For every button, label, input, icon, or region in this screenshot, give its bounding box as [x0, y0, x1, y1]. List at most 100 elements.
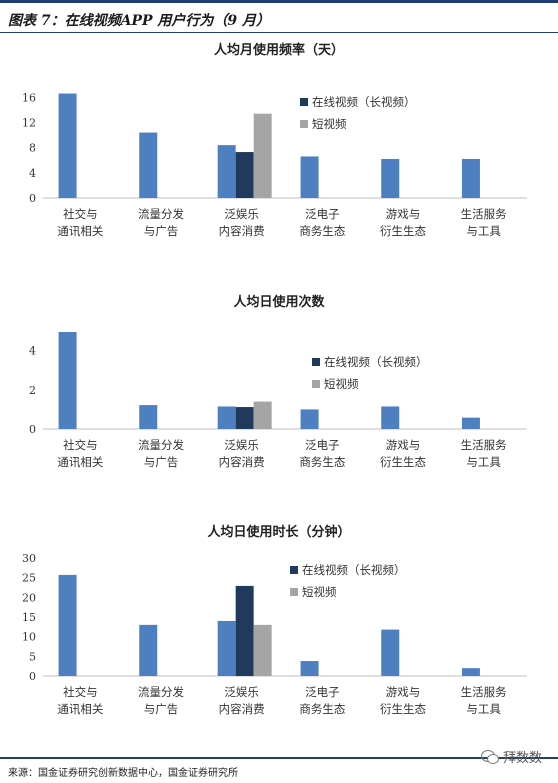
category-label: 通讯相关 [57, 702, 103, 716]
bar-category-5 [461, 417, 480, 429]
y-tick-label: 4 [29, 167, 36, 180]
footer-divider [0, 757, 558, 759]
y-tick-label: 4 [29, 345, 36, 358]
bar-category-0 [58, 93, 77, 198]
legend-swatch-long [290, 566, 298, 574]
watermark: 拜数数 [480, 747, 542, 766]
category-label: 流量分发 [138, 438, 184, 452]
y-tick-label: 5 [29, 650, 36, 663]
bar-long-video [235, 152, 254, 198]
category-label: 与广告 [144, 224, 179, 238]
bar-category-2 [217, 406, 236, 429]
category-label: 泛娱乐 [224, 685, 259, 699]
y-tick-label: 0 [29, 670, 36, 683]
watermark-text: 拜数数 [502, 751, 542, 766]
legend-swatch-short [300, 120, 308, 128]
bar-short-video [253, 624, 272, 676]
category-label: 通讯相关 [57, 455, 103, 469]
legend-swatch-short [290, 588, 298, 596]
y-tick-label: 8 [29, 142, 36, 155]
legend-label-long: 在线视频（长视频） [302, 563, 406, 577]
category-label: 社交与 [63, 685, 98, 699]
category-label: 商务生态 [299, 455, 345, 469]
bar-category-5 [461, 158, 480, 198]
bar-category-1 [139, 405, 158, 429]
category-label: 与工具 [466, 224, 501, 238]
legend-swatch-short [312, 380, 320, 388]
category-label: 游戏与 [386, 438, 421, 452]
bar-category-1 [139, 624, 158, 676]
category-label: 泛电子 [305, 685, 340, 699]
bar-category-4 [381, 629, 400, 676]
y-tick-label: 25 [22, 572, 36, 585]
category-label: 与工具 [466, 702, 501, 716]
source-note: 来源：国金证券研究创新数据中心，国金证券研究所 [8, 768, 238, 779]
bar-short-video [253, 401, 272, 429]
category-label: 衍生生态 [380, 455, 426, 469]
legend-label-long: 在线视频（长视频） [312, 95, 416, 109]
category-label: 泛电子 [305, 438, 340, 452]
bar-long-video [235, 585, 254, 676]
y-tick-label: 30 [22, 552, 36, 565]
category-label: 社交与 [63, 207, 98, 221]
bar-category-4 [381, 158, 400, 198]
category-label: 与广告 [144, 702, 179, 716]
bar-category-3 [300, 156, 319, 198]
bar-category-1 [139, 132, 158, 198]
category-label: 与工具 [466, 455, 501, 469]
bar-long-video [235, 407, 254, 429]
bar-category-5 [461, 668, 480, 676]
wechat-icon [480, 749, 499, 764]
category-label: 衍生生态 [380, 702, 426, 716]
legend-label-short: 短视频 [324, 377, 359, 391]
legend-label-short: 短视频 [302, 585, 337, 599]
figure-header: 图表 7：在线视频APP 用户行为（9 月） [0, 0, 558, 33]
category-label: 生活服务 [461, 207, 507, 221]
category-label: 生活服务 [461, 438, 507, 452]
y-tick-label: 15 [22, 611, 36, 624]
bar-category-0 [58, 331, 77, 429]
category-label: 生活服务 [461, 685, 507, 699]
y-tick-label: 20 [22, 591, 36, 604]
bar-category-3 [300, 661, 319, 676]
category-label: 与广告 [144, 455, 179, 469]
category-label: 泛电子 [305, 207, 340, 221]
legend-swatch-long [312, 358, 320, 366]
category-label: 社交与 [63, 438, 98, 452]
y-tick-label: 0 [29, 423, 36, 436]
category-label: 内容消费 [219, 702, 265, 716]
chart-title: 人均日使用时长（分钟） [207, 524, 350, 540]
bar-category-4 [381, 406, 400, 429]
bar-category-0 [58, 574, 77, 676]
category-label: 衍生生态 [380, 224, 426, 238]
y-tick-label: 12 [22, 116, 36, 129]
legend-label-long: 在线视频（长视频） [324, 355, 428, 369]
category-label: 泛娱乐 [224, 438, 259, 452]
legend-swatch-long [300, 98, 308, 106]
category-label: 商务生态 [299, 702, 345, 716]
bar-category-2 [217, 145, 236, 198]
y-tick-label: 2 [29, 384, 36, 397]
y-tick-label: 16 [22, 91, 36, 104]
category-label: 泛娱乐 [224, 207, 259, 221]
chart-title: 人均月使用频率（天） [214, 42, 344, 58]
category-label: 商务生态 [299, 224, 345, 238]
category-label: 通讯相关 [57, 224, 103, 238]
y-tick-label: 10 [22, 631, 36, 644]
category-label: 流量分发 [138, 207, 184, 221]
bar-short-video [253, 113, 272, 198]
category-label: 内容消费 [219, 224, 265, 238]
category-label: 游戏与 [386, 685, 421, 699]
legend-label-short: 短视频 [312, 117, 347, 131]
chart-title: 人均日使用次数 [233, 294, 325, 310]
category-label: 游戏与 [386, 207, 421, 221]
y-tick-label: 0 [29, 192, 36, 205]
bar-category-2 [217, 620, 236, 676]
category-label: 流量分发 [138, 685, 184, 699]
figure-title: 图表 7：在线视频APP 用户行为（9 月） [8, 13, 271, 29]
bar-category-3 [300, 409, 319, 429]
category-label: 内容消费 [219, 455, 265, 469]
